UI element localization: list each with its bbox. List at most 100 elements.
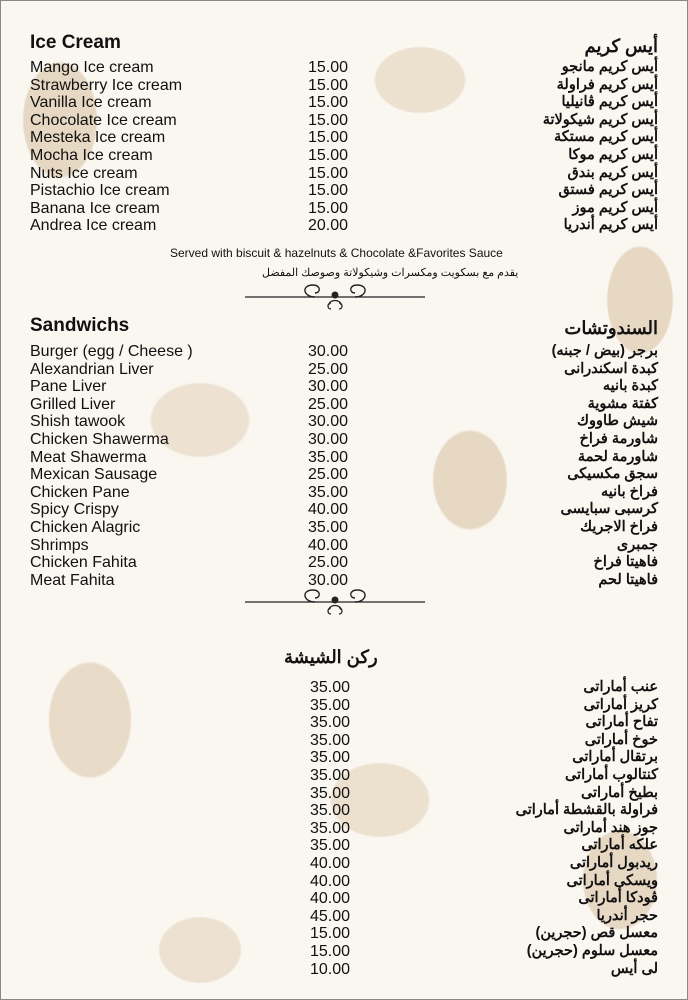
item-price: 25.00	[308, 360, 349, 378]
item-name-en: Shrimps	[30, 536, 89, 554]
item-name-ar: أيس كريم ڤانيليا	[561, 94, 658, 111]
item-price: 25.00	[308, 466, 349, 484]
item-name-en: Chicken Fahita	[30, 554, 137, 572]
item-name-ar: جمبرى	[616, 536, 658, 553]
item-price: 15.00	[308, 129, 349, 147]
item-name-ar: أيس كريم فستق	[558, 182, 658, 199]
item-name-ar: أيس كريم بندق	[567, 164, 658, 181]
ornament-divider-icon	[245, 284, 425, 310]
item-name-ar: كفتة مشوية	[587, 395, 658, 412]
item-price: 30.00	[308, 343, 349, 360]
item-name-en: Mexican Sausage	[30, 466, 158, 484]
item-name-ar: حجر أندريا	[596, 907, 658, 924]
item-name-ar: كبدة بانيه	[602, 378, 658, 395]
item-price: 40.00	[310, 872, 351, 890]
item-price: 35.00	[308, 483, 349, 501]
sandwiches-title-en: Sandwichs	[30, 315, 130, 336]
item-name-ar: كنتالوب أماراتى	[564, 766, 658, 783]
item-price: 15.00	[308, 59, 349, 76]
item-name-ar: أيس كريم موكا	[568, 146, 658, 163]
item-name-ar: فاهيتا لحم	[598, 571, 658, 588]
item-name-ar: كبدة اسكندرانى	[564, 360, 658, 377]
item-price: 45.00	[310, 907, 351, 925]
sandwiches-prices: 30.00 25.00 30.00 25.00 30.00 30.00 35.00 25.00…	[308, 343, 348, 589]
item-name-ar: شاورمة لحمة	[577, 448, 658, 465]
shisha-title-ar: ركن الشيشة	[284, 647, 378, 667]
item-name-en: Grilled Liver	[30, 395, 116, 413]
item-name-en: Vanilla Ice cream	[30, 94, 152, 112]
item-name-ar: سجق مكسيكى	[567, 466, 658, 483]
ice-cream-title-en: Ice Cream	[30, 32, 121, 53]
item-price: 40.00	[308, 536, 349, 554]
item-name-ar: تفاح أماراتى	[585, 714, 658, 731]
item-name-ar: بطيخ أماراتى	[580, 784, 658, 801]
item-price: 15.00	[308, 111, 349, 129]
item-name-ar: خوخ أماراتى	[584, 731, 658, 748]
item-price: 20.00	[308, 217, 349, 235]
item-price: 15.00	[308, 182, 349, 200]
item-name-en: Strawberry Ice cream	[30, 76, 183, 94]
item-price: 15.00	[308, 76, 349, 94]
item-price: 35.00	[310, 731, 351, 749]
item-price: 35.00	[310, 714, 351, 732]
item-name-en: Chicken Shawerma	[30, 430, 169, 448]
item-price: 15.00	[308, 199, 349, 217]
ice-cream-note-ar: يقدم مع بسكويت ومكسرات وشيكولاتة وصوصك ا…	[262, 267, 519, 279]
item-name-en: Shish tawook	[30, 413, 126, 431]
item-name-ar: ريدبول أماراتى	[569, 854, 658, 871]
item-name-en: Chocolate Ice cream	[30, 111, 177, 129]
item-name-en: Mango Ice cream	[30, 59, 154, 76]
item-name-ar: فراولة بالقشطة أماراتى	[515, 802, 658, 819]
item-price: 35.00	[310, 819, 351, 837]
item-price: 15.00	[308, 164, 349, 182]
item-name-en: Pistachio Ice cream	[30, 182, 170, 200]
item-price: 30.00	[308, 378, 349, 396]
ice-cream-prices: 15.00 15.00 15.00 15.00 15.00 15.00 15.00 15.00…	[308, 59, 348, 235]
item-name-en: Spicy Crispy	[30, 501, 119, 519]
item-price: 35.00	[310, 837, 351, 855]
item-price: 25.00	[308, 395, 349, 413]
item-price: 35.00	[310, 749, 351, 767]
item-name-ar: معسل سلوم (حجرين)	[526, 942, 658, 959]
item-name-en: Meat Fahita	[30, 571, 115, 589]
item-name-ar: فاهيتا فراخ	[593, 554, 658, 571]
item-name-ar: أيس كريم مانجو	[561, 59, 658, 75]
item-price: 15.00	[310, 942, 351, 960]
ice-cream-names-en: Mango Ice cream Strawberry Ice cream Vanil…	[30, 59, 182, 235]
item-name-en: Chicken Alagric	[30, 518, 141, 536]
item-name-ar: شاورمة فراخ	[579, 430, 658, 447]
item-name-ar: أيس كريم مستكة	[553, 129, 658, 146]
item-name-en: Nuts Ice cream	[30, 164, 138, 182]
item-name-ar: فراخ بانيه	[601, 483, 658, 500]
item-price: 40.00	[308, 501, 349, 519]
ornament-divider-icon	[245, 589, 425, 615]
item-price: 35.00	[310, 766, 351, 784]
item-name-en: Mesteka Ice cream	[30, 129, 166, 147]
item-name-en: Chicken Pane	[30, 483, 130, 501]
item-name-ar: ويسكى أماراتى	[566, 872, 658, 889]
item-name-ar: علكه أماراتى	[581, 837, 658, 854]
item-name-ar: أيس كريم شيكولاتة	[542, 111, 658, 128]
item-name-en: Alexandrian Liver	[30, 360, 154, 378]
item-name-ar: كريز أماراتى	[583, 696, 658, 713]
item-name-en: Andrea Ice cream	[30, 217, 157, 235]
ice-cream-note-en: Served with biscuit & hazelnuts & Chocol…	[170, 246, 503, 260]
shisha-names-ar: عنب أماراتى كريز أماراتى تفاح أماراتى خوخ أ…	[516, 679, 658, 978]
item-price: 10.00	[310, 960, 351, 978]
item-name-ar: ڤودكا أماراتى	[578, 890, 658, 907]
item-name-ar: شيش طاووك	[577, 413, 658, 430]
item-name-ar: كرسبى سبايسى	[560, 501, 658, 518]
item-name-ar: لى أيس	[610, 960, 658, 977]
item-price: 40.00	[310, 890, 351, 908]
item-price: 15.00	[308, 146, 349, 164]
item-name-en: Burger (egg / Cheese )	[30, 343, 193, 360]
ice-cream-names-ar: أيس كريم مانجو أيس كريم فراولة أيس كريم ڤا…	[543, 59, 658, 235]
item-name-ar: أيس كريم موز	[572, 199, 658, 216]
item-price: 35.00	[310, 784, 351, 802]
item-name-ar: برجر (بيض / جبنه)	[551, 343, 658, 359]
shisha-prices: 35.00 35.00 35.00 35.00 35.00 35.00 35.00 35.00…	[310, 679, 350, 978]
item-price: 15.00	[310, 925, 351, 943]
item-price: 35.00	[310, 679, 351, 696]
item-price: 30.00	[308, 430, 349, 448]
